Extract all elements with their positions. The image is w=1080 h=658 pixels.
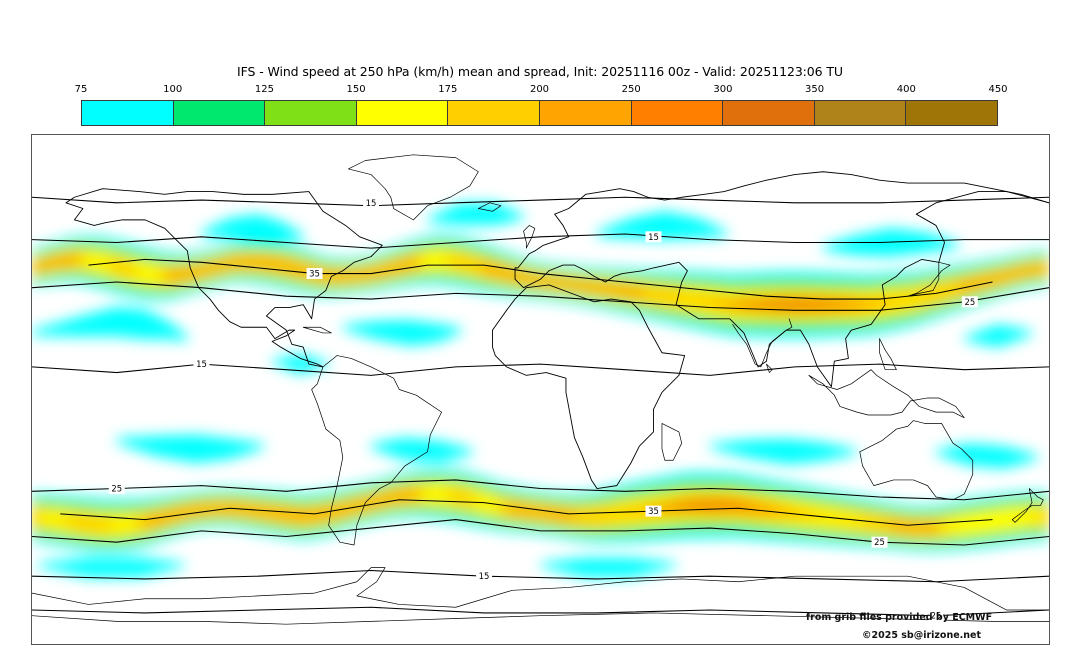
coastline-segment — [1011, 488, 1044, 523]
world-wind-speed-map[interactable]: 15 15 25 35 25 25 35 15 25 15 — [32, 135, 1049, 644]
contour-label: 25 — [931, 611, 942, 621]
coastline-segment — [859, 420, 974, 501]
wind-speed-patch — [371, 437, 473, 463]
contour-label: 15 — [648, 232, 659, 242]
coastline-segment — [879, 338, 897, 371]
wind-speed-core-level-4 — [54, 514, 123, 534]
wind-speed-core-level-7 — [642, 502, 756, 512]
colorbar-tick-250: 250 — [621, 84, 641, 95]
wind-speed-patch — [32, 306, 188, 342]
colorbar-tick-175: 175 — [438, 84, 458, 95]
wind-speed-patch — [272, 354, 329, 374]
contour-label: 15 — [366, 198, 377, 208]
colorbar-tick-150: 150 — [346, 84, 366, 95]
coastline-segment — [766, 363, 773, 373]
wind-speed-patch — [936, 443, 1038, 469]
colorbar-ticks: 75 100 125 150 175 200 250 300 350 400 450 — [75, 84, 1008, 98]
contour-label-background — [306, 268, 323, 280]
coastline-segment — [732, 318, 793, 368]
contour-label-background — [928, 610, 945, 622]
contour-label-background — [108, 483, 125, 494]
colorbar-band-2 — [265, 101, 357, 125]
colorbar-band-6 — [631, 101, 724, 125]
coastline-segment — [492, 284, 686, 489]
colorbar-band-4 — [448, 101, 540, 125]
contour-label-background — [645, 231, 662, 243]
spread-contour-15 — [32, 196, 1049, 207]
spread-contour-25 — [32, 479, 1049, 501]
coastline-segment — [311, 355, 442, 546]
coastline-segment — [514, 171, 1049, 269]
spread-contour-25 — [32, 606, 1049, 617]
wind-speed-patch — [427, 203, 524, 226]
wind-speed-patch — [342, 320, 462, 346]
spread-contour-35 — [60, 499, 993, 526]
coastline-segment — [477, 202, 502, 212]
colorbar-band-1 — [173, 101, 266, 125]
colorbar-band-8 — [814, 101, 907, 125]
spread-contour-15 — [32, 569, 1049, 583]
colorbar-tick-100: 100 — [163, 84, 183, 95]
coastline-segment — [661, 423, 683, 461]
colorbar-tick-300: 300 — [713, 84, 733, 95]
coastline-segment — [302, 326, 332, 334]
wind-speed-core-level-7 — [709, 301, 869, 308]
colorbar-band-5 — [539, 101, 632, 125]
contour-label-background — [363, 197, 380, 209]
wind-speed-patch — [37, 557, 185, 578]
wind-speed-patch — [201, 214, 304, 243]
wind-speed-band-level-5 — [32, 488, 1049, 534]
coastline-segment — [32, 612, 1049, 625]
spread-contour-35 — [88, 258, 993, 300]
contour-label: 15 — [196, 359, 207, 369]
colorbar-band-9 — [906, 101, 997, 125]
coastline-segment — [523, 225, 536, 249]
map-canvas[interactable]: 15 15 25 35 25 25 35 15 25 15 — [31, 134, 1050, 645]
colorbar-tick-125: 125 — [254, 84, 274, 95]
colorbar-tick-450: 450 — [988, 84, 1008, 95]
contour-label-background — [961, 296, 978, 308]
colorbar-band-3 — [356, 101, 449, 125]
wind-speed-patch — [964, 324, 1033, 348]
contour-label: 25 — [111, 484, 122, 494]
contour-label-background — [645, 505, 662, 517]
contour-label: 15 — [479, 571, 490, 581]
wind-speed-core-level-3 — [936, 508, 1049, 534]
colorbar: 75 100 125 150 175 200 250 300 350 400 450 — [75, 84, 1008, 128]
contour-label-background — [871, 536, 888, 548]
coastline-segment — [808, 369, 965, 419]
colorbar-tick-350: 350 — [805, 84, 825, 95]
copyright-credit: ©2025 sb@irizone.net — [862, 630, 982, 641]
contour-label-background — [476, 570, 492, 582]
coastline-segment — [65, 188, 383, 368]
wind-speed-core-level-4 — [438, 488, 485, 506]
page-title: IFS - Wind speed at 250 hPa (km/h) mean … — [237, 64, 843, 79]
contour-label: 35 — [309, 269, 320, 279]
contour-label: 25 — [964, 297, 975, 307]
wind-speed-patch — [709, 439, 857, 465]
colorbar-swatches — [81, 100, 998, 126]
colorbar-band-7 — [723, 101, 815, 125]
colorbar-band-0 — [82, 101, 174, 125]
wind-speed-patch — [540, 557, 677, 578]
wind-speed-patch — [116, 434, 264, 464]
data-source-credit: from grib files provided by ECMWF — [806, 612, 993, 623]
coastline-segment — [348, 154, 479, 221]
coastline-segment — [514, 191, 1049, 388]
wind-speed-core-level-4 — [99, 258, 145, 277]
wind-speed-patch — [596, 211, 727, 240]
spread-contour-15 — [32, 233, 1049, 249]
contour-label-background — [193, 358, 210, 370]
colorbar-tick-400: 400 — [896, 84, 916, 95]
coastline-segment — [32, 567, 1049, 611]
contour-label: 35 — [648, 506, 659, 516]
colorbar-tick-75: 75 — [74, 84, 88, 95]
spread-contour-25 — [32, 281, 1049, 311]
colorbar-tick-200: 200 — [529, 84, 550, 95]
wind-speed-core-level-4 — [438, 253, 485, 271]
contour-label: 25 — [874, 537, 885, 547]
coastline-segment — [907, 261, 951, 297]
